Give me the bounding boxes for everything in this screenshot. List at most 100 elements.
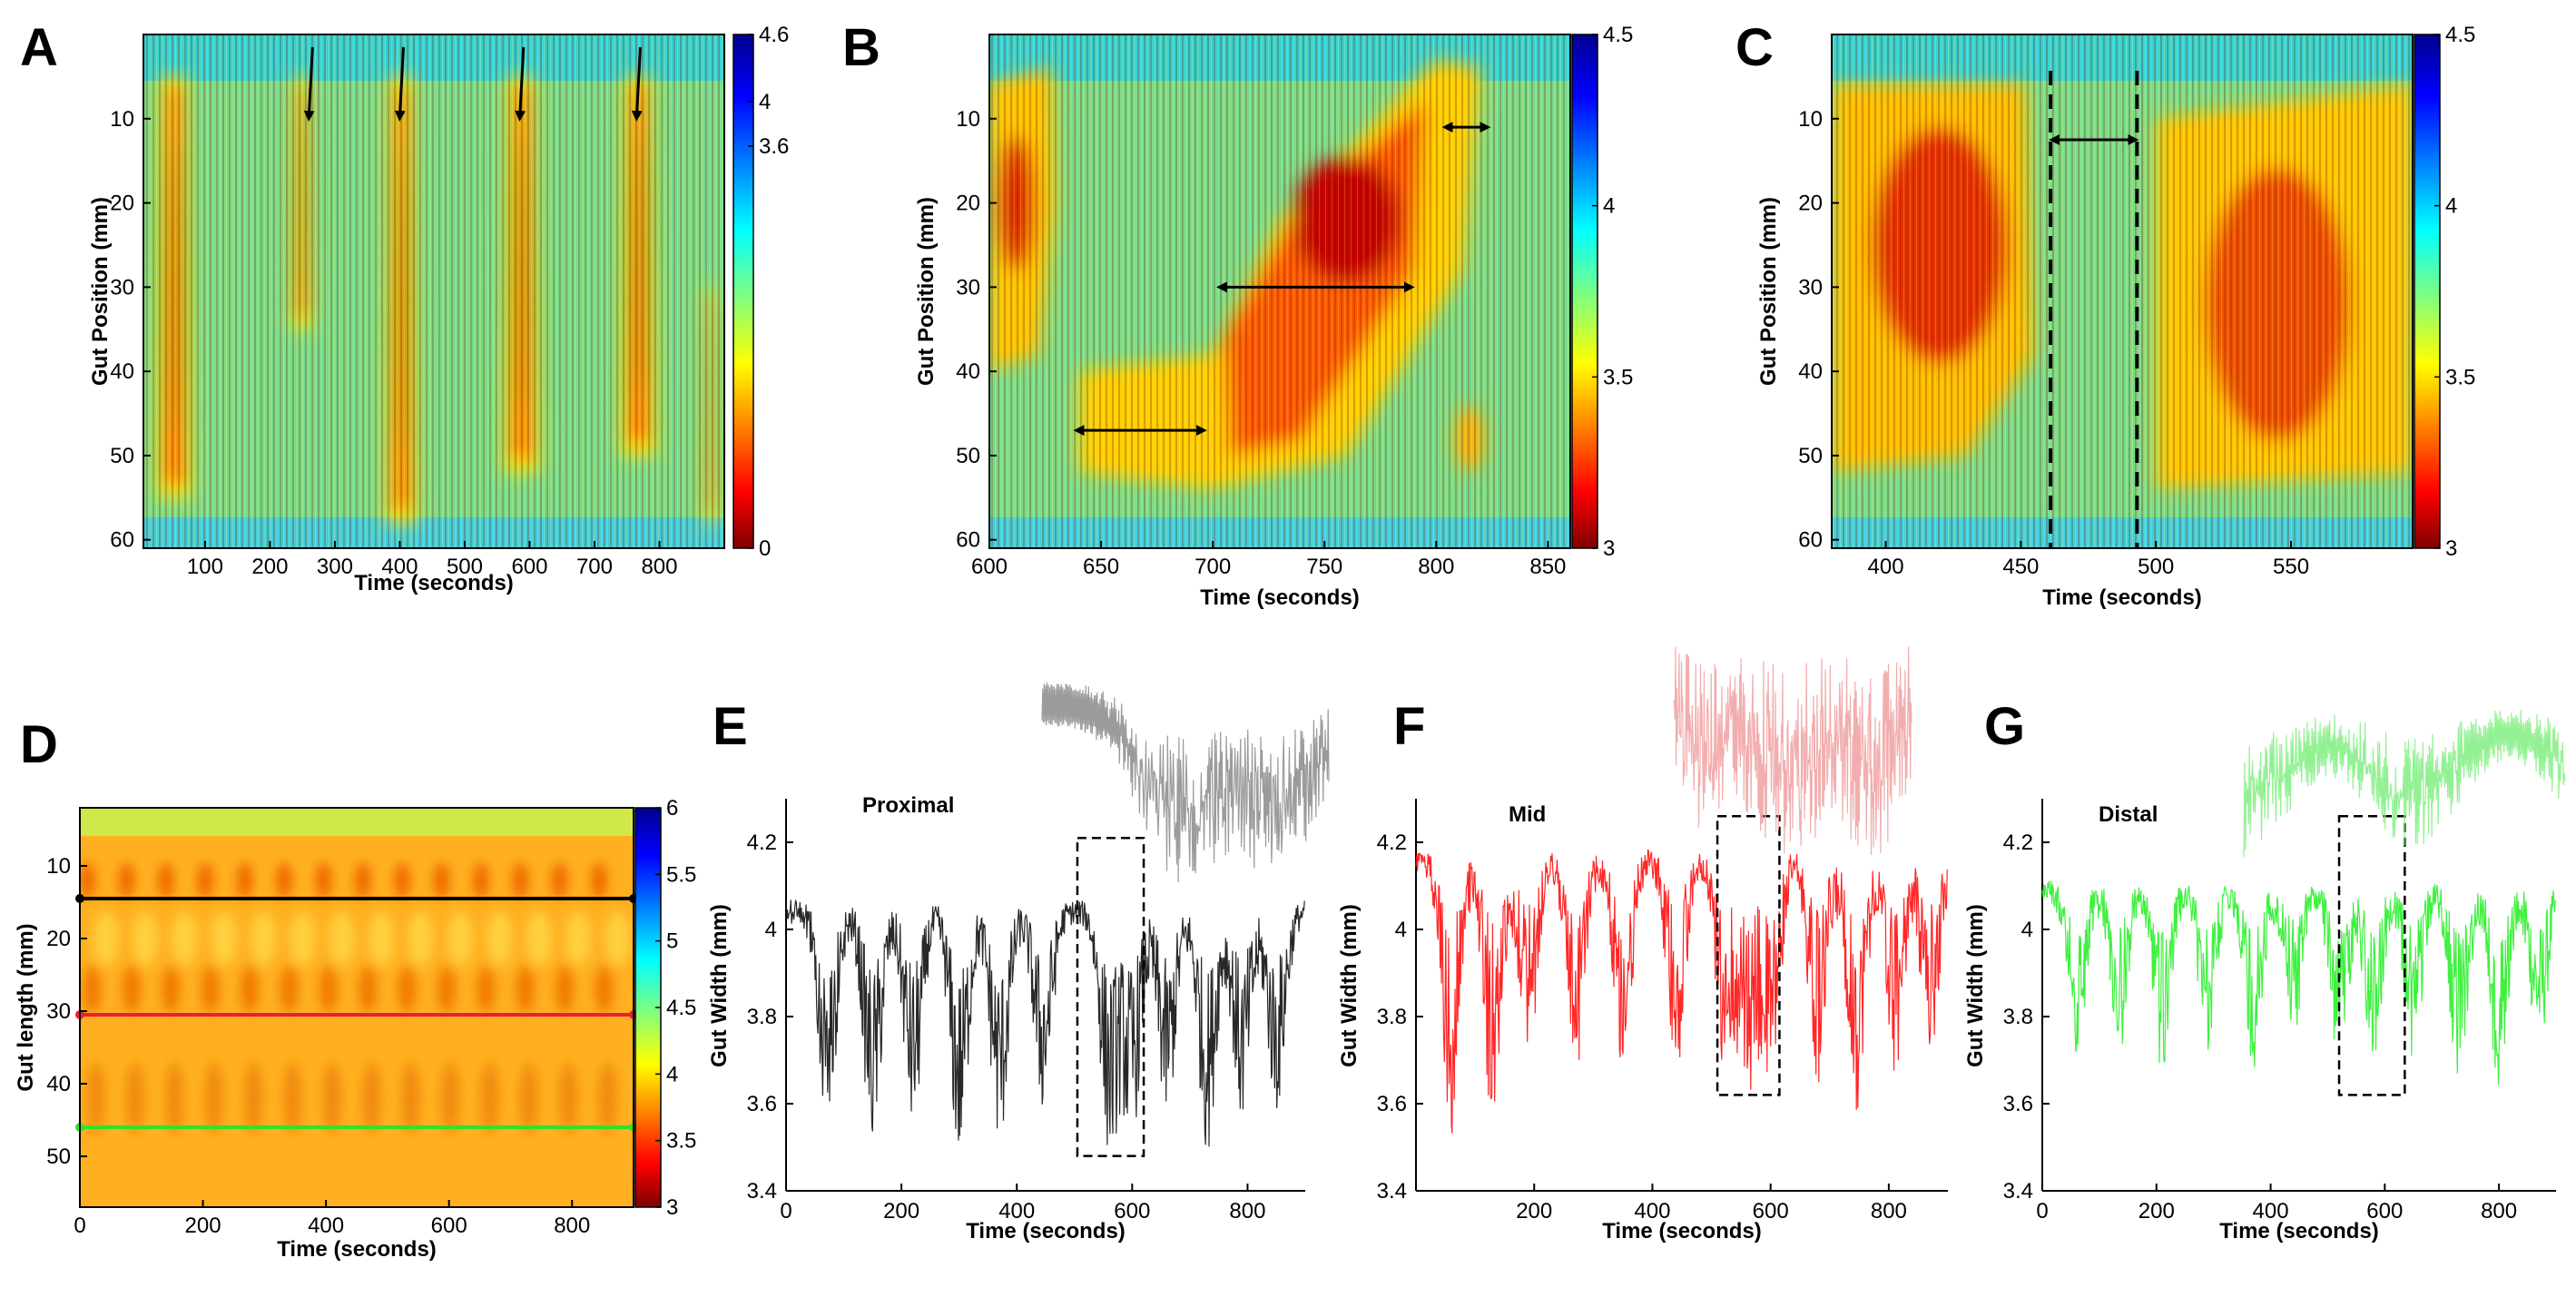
contraction-mark — [401, 1062, 420, 1135]
x-tick-label: 200 — [883, 1199, 919, 1223]
x-tick-label: 800 — [1871, 1199, 1907, 1223]
y-tick-label: 40 — [46, 1072, 71, 1096]
contraction-mark — [559, 1062, 578, 1135]
contraction-mark — [157, 862, 174, 899]
relaxation-mark — [250, 911, 276, 966]
inset-zoom-trace — [1673, 645, 1912, 856]
contraction-mark — [359, 966, 378, 1013]
x-axis-label: Time (seconds) — [1602, 1219, 1762, 1243]
x-tick-label: 0 — [2036, 1199, 2048, 1223]
colorbar-tick-label: 3.5 — [1603, 365, 1633, 389]
contraction-mark — [236, 862, 253, 899]
colorbar-tick-label: 3.5 — [666, 1129, 696, 1154]
relaxation-mark — [565, 911, 591, 966]
relaxation-mark — [605, 911, 631, 966]
x-tick-label: 650 — [1083, 555, 1119, 579]
x-tick-label: 600 — [511, 555, 547, 579]
relaxation-mark — [329, 911, 355, 966]
contraction-mark — [86, 1062, 105, 1135]
panel-g: 0 200 400 600 800 3.4 3.6 3.8 4 4.2 Time (seconds)… — [1963, 709, 2566, 1243]
panel-letter-a: A — [20, 18, 58, 77]
colorbar-tick-label: 4.5 — [666, 996, 696, 1020]
x-tick-label: 700 — [1195, 555, 1231, 579]
panel-d: 0 200 400 600 800 10 20 30 40 50 Time (seconds) Gut… — [14, 796, 696, 1262]
contraction-mark — [398, 966, 417, 1013]
heatmap-layer — [80, 808, 634, 1207]
contraction-arrow — [631, 46, 643, 122]
contraction-mark — [204, 1062, 223, 1135]
x-tick-label: 800 — [1229, 1199, 1265, 1223]
x-tick-label: 750 — [1306, 555, 1342, 579]
x-axis-label: Time (seconds) — [2219, 1219, 2379, 1243]
contraction-mark — [516, 966, 535, 1013]
colorbar-tick-label: 4 — [666, 1062, 678, 1086]
highlight-box — [1716, 814, 1781, 1096]
contraction-mark — [319, 966, 338, 1013]
colorbar-tick-label: 5 — [666, 929, 678, 954]
y-tick-label: 4 — [1395, 918, 1407, 942]
x-tick-label: 400 — [381, 555, 418, 579]
plot-frame — [79, 807, 634, 1208]
contraction-mark — [591, 862, 608, 899]
y-axis-label: Gut Width (mm) — [1963, 904, 1988, 1067]
x-tick-label: 500 — [2138, 555, 2174, 579]
y-tick-label: 40 — [956, 359, 980, 384]
contraction-arrow — [515, 46, 526, 122]
colorbar-tick-label: 3.5 — [2445, 365, 2475, 389]
y-tick-label: 30 — [1798, 275, 1823, 300]
x-tick-label: 600 — [971, 555, 1008, 579]
plot-frame — [988, 34, 1571, 549]
relaxation-mark — [526, 911, 552, 966]
y-tick-label: 30 — [956, 275, 980, 300]
contraction-mark — [276, 862, 293, 899]
contraction-mark — [201, 966, 220, 1013]
colorbar-tick-label: 3.6 — [759, 134, 789, 159]
plot-frame — [1831, 34, 2414, 549]
y-axis-label: Gut Position (mm) — [1756, 197, 1781, 386]
y-tick-label: 50 — [1798, 444, 1823, 468]
trace-title: Mid — [1509, 802, 1546, 827]
x-tick-label: 600 — [2366, 1199, 2403, 1223]
relaxation-mark — [487, 911, 513, 966]
width-trace — [785, 899, 1305, 1147]
pattern-blur-group — [80, 862, 631, 1135]
colorbar-tick-label: 4 — [759, 90, 771, 114]
x-tick-label: 600 — [1114, 1199, 1150, 1223]
y-tick-label: 3.4 — [1377, 1179, 1407, 1204]
contraction-mark — [283, 1062, 302, 1135]
y-tick-label: 60 — [956, 528, 980, 553]
colorbar-tick-label: 3 — [2445, 536, 2457, 561]
contraction-mark — [118, 862, 135, 899]
contraction-mark — [83, 966, 102, 1013]
contraction-mark — [354, 862, 371, 899]
contraction-mark — [165, 1062, 184, 1135]
x-tick-label: 200 — [2138, 1199, 2175, 1223]
width-trace — [1415, 849, 1948, 1134]
x-tick-label: 500 — [447, 555, 483, 579]
colorbar — [1571, 34, 1598, 549]
y-axis-label: Gut length (mm) — [14, 923, 38, 1091]
panel-letter-c: C — [1735, 18, 1774, 77]
y-tick-label: 3.8 — [2003, 1005, 2033, 1029]
panel-a: 100 200 300 400 500 600 700 800102030405060Time… — [88, 23, 789, 595]
trace-title: Distal — [2099, 802, 2158, 827]
colorbar-tick-label: 3 — [1603, 536, 1615, 561]
contraction-mark — [595, 966, 614, 1013]
y-tick-label: 4.2 — [2003, 830, 2033, 855]
y-tick-label: 10 — [1798, 107, 1823, 132]
x-tick-label: 400 — [998, 1199, 1035, 1223]
y-tick-label: 10 — [110, 107, 134, 132]
colorbar-tick-label: 4 — [1603, 194, 1615, 219]
x-tick-label: 450 — [2002, 555, 2039, 579]
colorbar-tick-label: 4.5 — [2445, 23, 2475, 47]
y-tick-label: 30 — [110, 275, 134, 300]
x-tick-label: 200 — [185, 1214, 221, 1238]
x-axis-label: Time (seconds) — [2042, 585, 2202, 610]
width-trace — [2041, 880, 2556, 1086]
panel-letter-b: B — [842, 18, 880, 77]
y-tick-label: 4 — [765, 918, 777, 942]
plot-frame — [143, 34, 725, 549]
y-tick-label: 3.6 — [747, 1092, 777, 1116]
relaxation-mark — [369, 911, 395, 966]
contraction-mark — [197, 862, 214, 899]
